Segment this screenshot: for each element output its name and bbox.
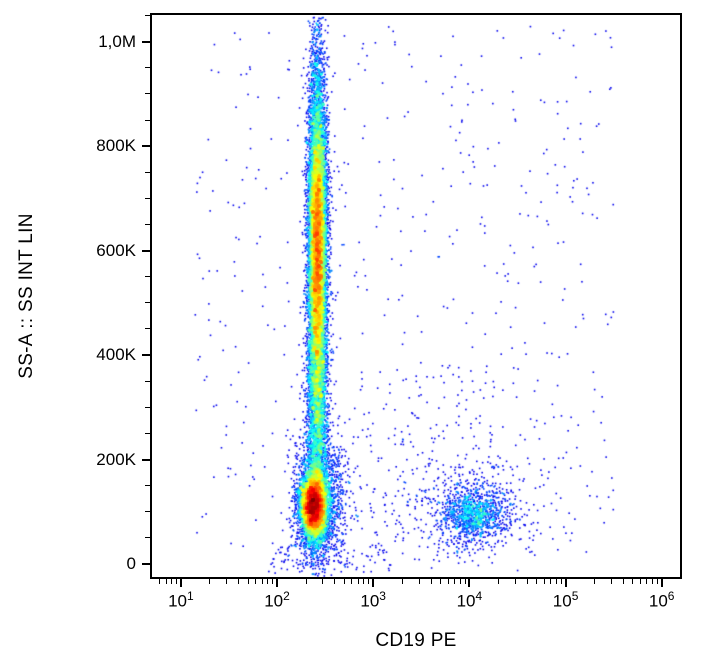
x-minor-tick bbox=[543, 579, 545, 584]
x-tick-label: 105 bbox=[552, 589, 579, 611]
x-minor-tick bbox=[368, 579, 370, 584]
x-minor-tick bbox=[305, 579, 307, 584]
x-tick-label: 101 bbox=[168, 589, 194, 611]
x-minor-tick bbox=[651, 579, 653, 584]
x-minor-tick bbox=[247, 579, 249, 584]
y-major-tick bbox=[142, 562, 150, 565]
y-major-tick bbox=[142, 458, 150, 461]
x-minor-tick bbox=[255, 579, 257, 584]
x-minor-tick bbox=[497, 579, 499, 584]
x-minor-tick bbox=[560, 579, 562, 584]
x-minor-tick bbox=[261, 579, 263, 584]
x-minor-tick bbox=[610, 579, 612, 584]
x-minor-tick bbox=[454, 579, 455, 584]
y-tick-label: 400K bbox=[96, 345, 136, 364]
y-axis-title-wrap: SS-A :: SS INT LIN bbox=[8, 15, 46, 577]
x-major-tick bbox=[660, 579, 663, 587]
x-major-tick bbox=[372, 579, 375, 587]
x-minor-tick bbox=[176, 579, 177, 584]
x-minor-tick bbox=[363, 579, 365, 584]
x-tick-label: 102 bbox=[264, 589, 290, 611]
x-minor-tick bbox=[639, 579, 641, 584]
x-minor-tick bbox=[238, 579, 240, 584]
x-minor-tick bbox=[165, 579, 167, 584]
x-minor-tick bbox=[447, 579, 449, 584]
y-major-tick bbox=[142, 249, 150, 252]
x-major-tick bbox=[179, 579, 182, 587]
x-minor-tick bbox=[171, 579, 172, 584]
x-minor-tick bbox=[464, 579, 466, 584]
x-minor-tick bbox=[272, 579, 274, 584]
y-tick-label: 200K bbox=[96, 449, 136, 469]
plot-frame bbox=[150, 13, 682, 579]
x-minor-tick bbox=[226, 579, 228, 584]
y-tick-label: 0 bbox=[126, 553, 136, 573]
y-major-tick bbox=[142, 145, 150, 148]
x-minor-tick bbox=[623, 579, 624, 584]
x-minor-tick bbox=[550, 579, 552, 584]
x-minor-tick bbox=[656, 579, 658, 584]
x-tick-label: 104 bbox=[456, 589, 483, 611]
x-minor-tick bbox=[632, 579, 634, 584]
x-minor-tick bbox=[514, 579, 516, 584]
x-minor-tick bbox=[322, 579, 324, 584]
x-minor-tick bbox=[646, 579, 648, 584]
y-major-tick bbox=[142, 40, 150, 43]
x-minor-tick bbox=[418, 579, 420, 584]
y-tick-label: 800K bbox=[96, 136, 136, 156]
x-minor-tick bbox=[594, 579, 595, 584]
x-tick-label: 103 bbox=[360, 589, 386, 611]
x-minor-tick bbox=[430, 579, 432, 584]
x-minor-tick bbox=[343, 579, 345, 584]
x-major-tick bbox=[468, 579, 471, 587]
y-tick-label: 1,0M bbox=[98, 31, 136, 51]
y-tick-label: 600K bbox=[96, 240, 136, 260]
x-major-tick bbox=[564, 579, 567, 587]
x-minor-tick bbox=[536, 579, 538, 584]
y-axis-title: SS-A :: SS INT LIN bbox=[16, 213, 38, 379]
x-tick-label: 106 bbox=[648, 589, 675, 611]
y-major-tick bbox=[142, 354, 150, 356]
x-minor-tick bbox=[401, 579, 403, 584]
x-minor-tick bbox=[209, 579, 211, 584]
x-minor-tick bbox=[334, 579, 336, 584]
x-major-tick bbox=[276, 579, 278, 587]
x-minor-tick bbox=[357, 579, 359, 584]
x-axis-title: CD19 PE bbox=[375, 630, 457, 651]
x-minor-tick bbox=[439, 579, 441, 584]
x-minor-tick bbox=[459, 579, 461, 584]
x-minor-tick bbox=[267, 579, 269, 584]
scatter-density-canvas bbox=[152, 15, 680, 577]
x-minor-tick bbox=[555, 579, 557, 584]
x-minor-tick bbox=[526, 579, 528, 584]
x-minor-tick bbox=[159, 579, 160, 584]
x-minor-tick bbox=[351, 579, 353, 584]
